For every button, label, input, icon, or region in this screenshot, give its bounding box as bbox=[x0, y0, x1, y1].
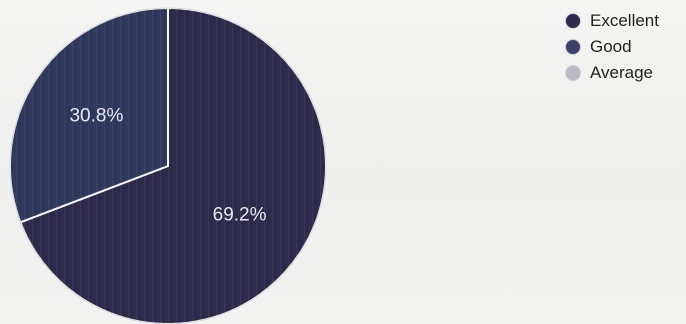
legend-item-average[interactable]: Average bbox=[566, 60, 659, 86]
legend-label-excellent: Excellent bbox=[590, 11, 659, 30]
legend-swatch-good bbox=[566, 40, 580, 54]
legend: Excellent Good Average bbox=[566, 8, 659, 86]
pie-outline bbox=[9, 7, 327, 324]
legend-item-excellent[interactable]: Excellent bbox=[566, 8, 659, 34]
pie-labels: 69.2% 30.8% bbox=[69, 106, 266, 226]
legend-label-average: Average bbox=[590, 63, 654, 82]
legend-item-good[interactable]: Good bbox=[566, 34, 659, 60]
pie-slices bbox=[9, 6, 327, 324]
legend-swatch-excellent bbox=[566, 14, 580, 28]
legend-swatch-average bbox=[566, 66, 580, 80]
slice-value-label-good: 30.8% bbox=[69, 106, 123, 127]
legend-label-good: Good bbox=[590, 37, 632, 56]
slice-value-label-excellent: 69.2% bbox=[213, 204, 267, 225]
